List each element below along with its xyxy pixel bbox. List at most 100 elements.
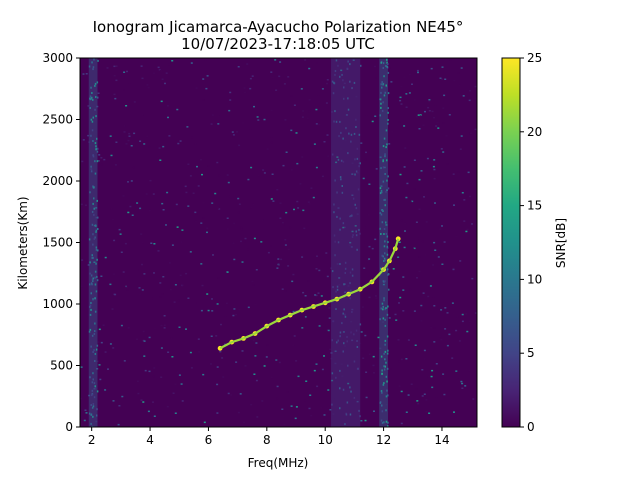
noise-cell xyxy=(287,265,290,267)
noise-cell xyxy=(206,75,209,77)
interference-cell xyxy=(380,189,383,192)
noise-cell xyxy=(471,223,473,225)
noise-cell xyxy=(87,105,90,107)
noise-cell xyxy=(218,208,221,210)
noise-cell xyxy=(456,316,459,318)
interference-cell xyxy=(385,420,388,423)
interference-cell xyxy=(333,81,335,84)
interference-cell xyxy=(386,352,389,355)
noise-cell xyxy=(95,207,98,209)
x-tick-label: 6 xyxy=(205,433,213,447)
noise-cell xyxy=(385,404,388,406)
noise-cell xyxy=(452,313,455,315)
noise-cell xyxy=(270,71,273,73)
interference-cell xyxy=(347,364,349,367)
interference-cell xyxy=(96,81,99,84)
interference-cell xyxy=(94,108,96,111)
interference-cell xyxy=(354,203,356,206)
noise-cell xyxy=(127,139,130,142)
interference-cell xyxy=(383,257,386,260)
noise-cell xyxy=(204,59,207,61)
noise-cell xyxy=(191,136,193,139)
noise-cell xyxy=(236,131,238,133)
noise-cell xyxy=(308,110,311,113)
noise-cell xyxy=(308,407,311,410)
noise-cell xyxy=(187,297,190,299)
interference-cell xyxy=(90,345,92,348)
noise-cell xyxy=(119,74,122,76)
noise-cell xyxy=(153,72,155,74)
interference-cell xyxy=(344,315,347,318)
noise-cell xyxy=(365,151,367,154)
noise-cell xyxy=(205,87,208,90)
noise-cell xyxy=(278,361,281,364)
noise-cell xyxy=(217,204,220,207)
noise-cell xyxy=(371,120,374,123)
noise-cell xyxy=(326,82,328,85)
noise-cell xyxy=(379,306,382,308)
interference-cell xyxy=(346,401,349,404)
noise-cell xyxy=(336,156,339,158)
y-tick-label: 2500 xyxy=(42,113,73,127)
interference-cell xyxy=(88,238,91,241)
interference-cell xyxy=(95,248,98,251)
noise-cell xyxy=(114,293,117,296)
interference-cell xyxy=(89,191,91,194)
noise-cell xyxy=(220,185,223,187)
interference-cell xyxy=(337,339,339,342)
interference-cell xyxy=(89,328,92,331)
noise-cell xyxy=(275,359,278,361)
noise-cell xyxy=(295,360,298,362)
interference-cell xyxy=(95,229,98,232)
interference-cell xyxy=(96,390,99,393)
noise-cell xyxy=(174,383,177,385)
interference-cell xyxy=(383,365,385,368)
x-tick-label: 12 xyxy=(376,433,391,447)
noise-cell xyxy=(263,118,266,121)
interference-cell xyxy=(94,385,96,388)
noise-cell xyxy=(475,132,477,134)
noise-cell xyxy=(126,70,128,73)
noise-cell xyxy=(390,81,393,83)
noise-cell xyxy=(287,76,290,78)
interference-cell xyxy=(339,120,341,123)
noise-cell xyxy=(439,77,442,79)
noise-cell xyxy=(399,99,402,102)
noise-cell xyxy=(104,351,107,353)
noise-cell xyxy=(114,164,117,166)
noise-cell xyxy=(310,414,313,417)
noise-cell xyxy=(165,224,167,226)
noise-cell xyxy=(136,338,138,340)
noise-cell xyxy=(465,313,468,315)
noise-cell xyxy=(206,227,209,229)
interference-cell xyxy=(359,415,361,418)
noise-cell xyxy=(93,283,96,285)
noise-cell xyxy=(158,69,161,71)
noise-cell xyxy=(220,323,222,326)
noise-cell xyxy=(344,345,346,347)
noise-cell xyxy=(351,339,354,342)
interference-cell xyxy=(334,70,337,72)
interference-cell xyxy=(90,292,92,295)
interference-cell xyxy=(91,256,94,259)
noise-cell xyxy=(445,135,448,137)
noise-cell xyxy=(284,290,287,292)
noise-cell xyxy=(418,208,421,210)
noise-cell xyxy=(428,412,431,414)
noise-cell xyxy=(357,319,360,322)
noise-cell xyxy=(256,416,259,418)
noise-cell xyxy=(153,243,156,245)
interference-cell xyxy=(339,331,342,334)
noise-cell xyxy=(290,129,293,132)
noise-cell xyxy=(404,147,407,149)
noise-cell xyxy=(219,350,222,353)
noise-cell xyxy=(374,65,376,68)
noise-cell xyxy=(217,207,219,209)
noise-cell xyxy=(206,231,208,234)
noise-cell xyxy=(388,143,391,145)
x-tick-label: 4 xyxy=(146,433,154,447)
noise-cell xyxy=(292,310,295,313)
noise-cell xyxy=(139,207,142,210)
trace-segment xyxy=(371,268,385,283)
x-tick-label: 14 xyxy=(434,433,449,447)
